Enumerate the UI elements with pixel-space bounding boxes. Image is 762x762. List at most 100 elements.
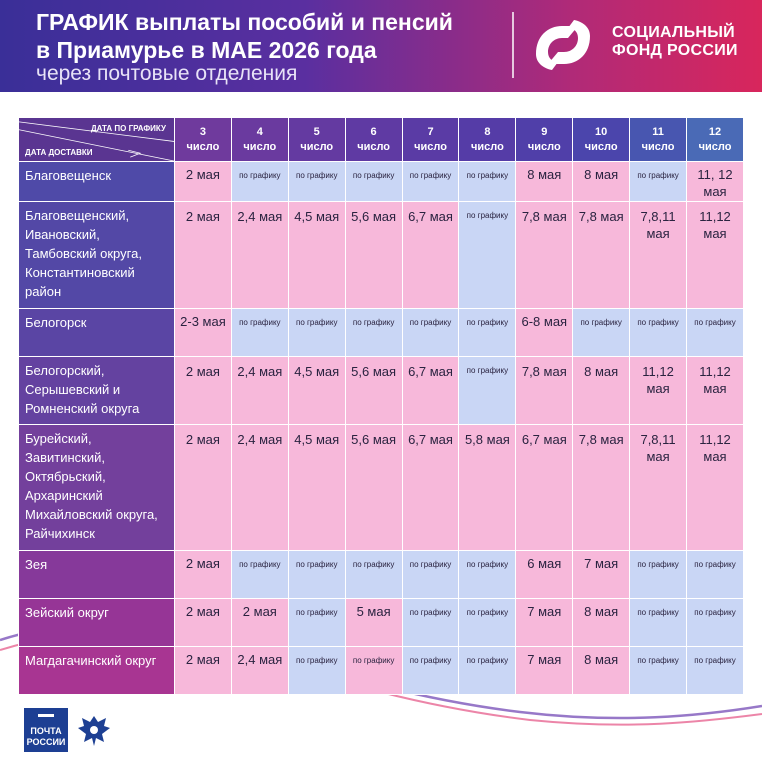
table-cell: 4,5 мая	[287, 201, 346, 309]
table-header-row: ДАТА ПО ГРАФИКУ ДАТА ДОСТАВКИ 3 число 4 чис…	[18, 117, 744, 162]
table-cell: по графику	[287, 161, 346, 202]
table-cell: по графику	[287, 598, 346, 647]
column-day-number: 11	[652, 125, 664, 138]
column-day-word: число	[414, 140, 447, 153]
pochta-line-2: РОССИИ	[26, 737, 66, 747]
row-label: Бурейский, Завитинский, Октябрьский, Арх…	[18, 424, 175, 551]
table-cell: по графику	[629, 308, 688, 357]
table-cell: по графику	[344, 308, 403, 357]
page-subtitle: через почтовые отделения	[36, 62, 298, 85]
column-header-day-12: 12 число	[686, 117, 744, 162]
table-corner: ДАТА ПО ГРАФИКУ ДАТА ДОСТАВКИ	[18, 117, 175, 162]
table-cell: 11,12 мая	[629, 356, 688, 425]
table-cell: по графику	[458, 356, 517, 425]
table-cell: по графику	[629, 598, 688, 647]
table-cell: по графику	[458, 308, 517, 357]
column-header-day-10: 10 число	[572, 117, 631, 162]
table-cell: 8 мая	[572, 161, 631, 202]
table-cell: по графику	[629, 550, 688, 599]
table-row: Белогорск 2-3 мая по графику по графику по г…	[18, 308, 744, 357]
table-cell: 7,8 мая	[572, 201, 631, 309]
table-cell: по графику	[458, 201, 517, 309]
corner-label-delivery-date: ДАТА ДОСТАВКИ	[25, 148, 93, 157]
row-label: Зея	[18, 550, 175, 599]
row-label: Белогорск	[18, 308, 175, 357]
table-cell: по графику	[287, 308, 346, 357]
column-header-day-7: 7 число	[401, 117, 460, 162]
table-cell: по графику	[458, 646, 517, 695]
table-row: Бурейский, Завитинский, Октябрьский, Арх…	[18, 424, 744, 551]
table-cell: 2 мая	[174, 161, 232, 202]
column-header-day-11: 11 число	[629, 117, 688, 162]
column-day-number: 7	[427, 125, 434, 138]
table-cell: 6,7 мая	[401, 424, 460, 551]
column-day-word: число	[300, 140, 334, 153]
social-fund-logo-icon	[536, 20, 590, 70]
table-cell: 6-8 мая	[515, 308, 574, 357]
table-cell: по графику	[686, 598, 744, 647]
column-day-word: число	[243, 140, 277, 153]
table-cell: 2,4 мая	[230, 424, 289, 551]
table-cell: по графику	[230, 550, 289, 599]
table-cell: 2,4 мая	[230, 646, 289, 695]
table-cell: по графику	[287, 646, 346, 695]
table-cell: 2 мая	[174, 424, 232, 551]
table-cell: 2,4 мая	[230, 356, 289, 425]
table-cell: 7,8 мая	[515, 356, 574, 425]
table-cell: 5,6 мая	[344, 424, 403, 551]
table-cell: по графику	[401, 646, 460, 695]
column-day-number: 8	[484, 125, 491, 138]
table-cell: по графику	[344, 646, 403, 695]
column-header-day-3: 3 число	[174, 117, 232, 162]
table-cell: 6,7 мая	[401, 356, 460, 425]
table-cell: 2 мая	[174, 550, 232, 599]
logo-line-2: ФОНД РОССИИ	[612, 42, 738, 59]
column-day-word: число	[698, 140, 732, 153]
row-label: Зейский округ	[18, 598, 175, 647]
table-row: Зейский округ 2 мая 2 мая по графику 5 мая по…	[18, 598, 744, 647]
table-cell: по графику	[458, 161, 517, 202]
table-cell: 8 мая	[572, 598, 631, 647]
double-headed-eagle-icon	[78, 716, 110, 746]
header-divider	[512, 12, 514, 78]
table-cell: 11,12 мая	[686, 424, 744, 551]
row-label: Благовещенский, Ивановский, Тамбовский о…	[18, 201, 175, 309]
column-header-day-6: 6 число	[344, 117, 403, 162]
table-cell: по графику	[401, 308, 460, 357]
table-cell: 2 мая	[174, 598, 232, 647]
corner-label-schedule-date: ДАТА ПО ГРАФИКУ	[90, 124, 166, 133]
table-cell: по графику	[572, 308, 631, 357]
column-day-number: 12	[708, 125, 722, 138]
column-day-number: 3	[199, 125, 206, 138]
table-cell: 6 мая	[515, 550, 574, 599]
table-cell: 7,8,11 мая	[629, 424, 688, 551]
table-cell: 2 мая	[174, 201, 232, 309]
row-label: Магдагачинский округ	[18, 646, 175, 695]
table-cell: 8 мая	[572, 646, 631, 695]
table-cell: по графику	[287, 550, 346, 599]
table-cell: 5,6 мая	[344, 201, 403, 309]
table-cell: 7,8 мая	[572, 424, 631, 551]
table-row: Магдагачинский округ 2 мая 2,4 мая по графи…	[18, 646, 744, 695]
table-cell: 7,8 мая	[515, 201, 574, 309]
table-cell: 8 мая	[572, 356, 631, 425]
table-cell: 6,7 мая	[515, 424, 574, 551]
column-header-day-4: 4 число	[230, 117, 289, 162]
table-cell: по графику	[401, 598, 460, 647]
table-row: Белогорский, Серышевский и Ромненский ок…	[18, 356, 744, 425]
column-header-day-5: 5 число	[287, 117, 346, 162]
social-fund-logo-text: СОЦИАЛЬНЫЙ ФОНД РОССИИ	[612, 24, 738, 60]
column-day-number: 10	[595, 125, 608, 138]
payment-schedule-table: ДАТА ПО ГРАФИКУ ДАТА ДОСТАВКИ 3 число 4 чис…	[18, 117, 744, 695]
table-cell: по графику	[458, 598, 517, 647]
table-cell: 7 мая	[572, 550, 631, 599]
table-row: Благовещенский, Ивановский, Тамбовский о…	[18, 201, 744, 309]
column-day-number: 6	[370, 125, 377, 138]
table-cell: по графику	[686, 646, 744, 695]
table-cell: 7 мая	[515, 598, 574, 647]
table-cell: 4,5 мая	[287, 356, 346, 425]
table-cell: по графику	[401, 161, 460, 202]
table-cell: по графику	[230, 161, 289, 202]
table-cell: 4,5 мая	[287, 424, 346, 551]
column-day-word: число	[527, 140, 561, 153]
